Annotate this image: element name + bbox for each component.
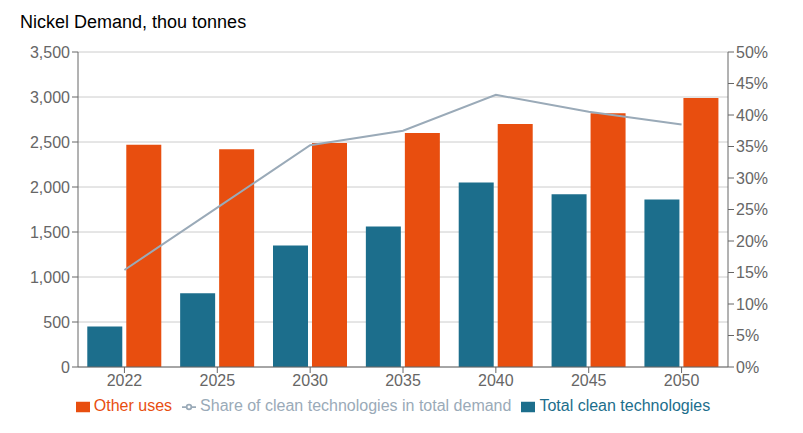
svg-text:2030: 2030 (292, 372, 328, 389)
svg-text:0: 0 (61, 359, 70, 376)
svg-text:25%: 25% (736, 201, 768, 218)
svg-text:2025: 2025 (199, 372, 235, 389)
svg-text:500: 500 (43, 314, 70, 331)
svg-text:2045: 2045 (571, 372, 607, 389)
html-text:Other uses: Other uses (93, 397, 173, 414)
svg-text:10%: 10% (736, 296, 768, 313)
svg-text:0%: 0% (736, 359, 759, 376)
html-text:Share of clean technologies in: Share of clean technologies in total dem… (200, 397, 512, 414)
svg-text:40%: 40% (736, 107, 768, 124)
svg-text:2035: 2035 (385, 372, 421, 389)
svg-text:35%: 35% (736, 138, 768, 155)
svg-text:45%: 45% (736, 75, 768, 92)
html-text:Nickel Demand, thou tonnes: Nickel Demand, thou tonnes (20, 12, 247, 32)
svg-text:3,500: 3,500 (30, 44, 70, 61)
svg-text:2050: 2050 (664, 372, 700, 389)
svg-text:2040: 2040 (478, 372, 514, 389)
svg-text:5%: 5% (736, 327, 759, 344)
svg-text:1,500: 1,500 (30, 224, 70, 241)
html-text:Total clean technologies: Total clean technologies (539, 397, 711, 414)
svg-text:3,000: 3,000 (30, 89, 70, 106)
svg-text:30%: 30% (736, 170, 768, 187)
svg-text:50%: 50% (736, 44, 768, 61)
svg-text:2,500: 2,500 (30, 134, 70, 151)
svg-text:2022: 2022 (107, 372, 143, 389)
svg-text:1,000: 1,000 (30, 269, 70, 286)
svg-text:15%: 15% (736, 264, 768, 281)
svg-text:20%: 20% (736, 233, 768, 250)
svg-text:2,000: 2,000 (30, 179, 70, 196)
